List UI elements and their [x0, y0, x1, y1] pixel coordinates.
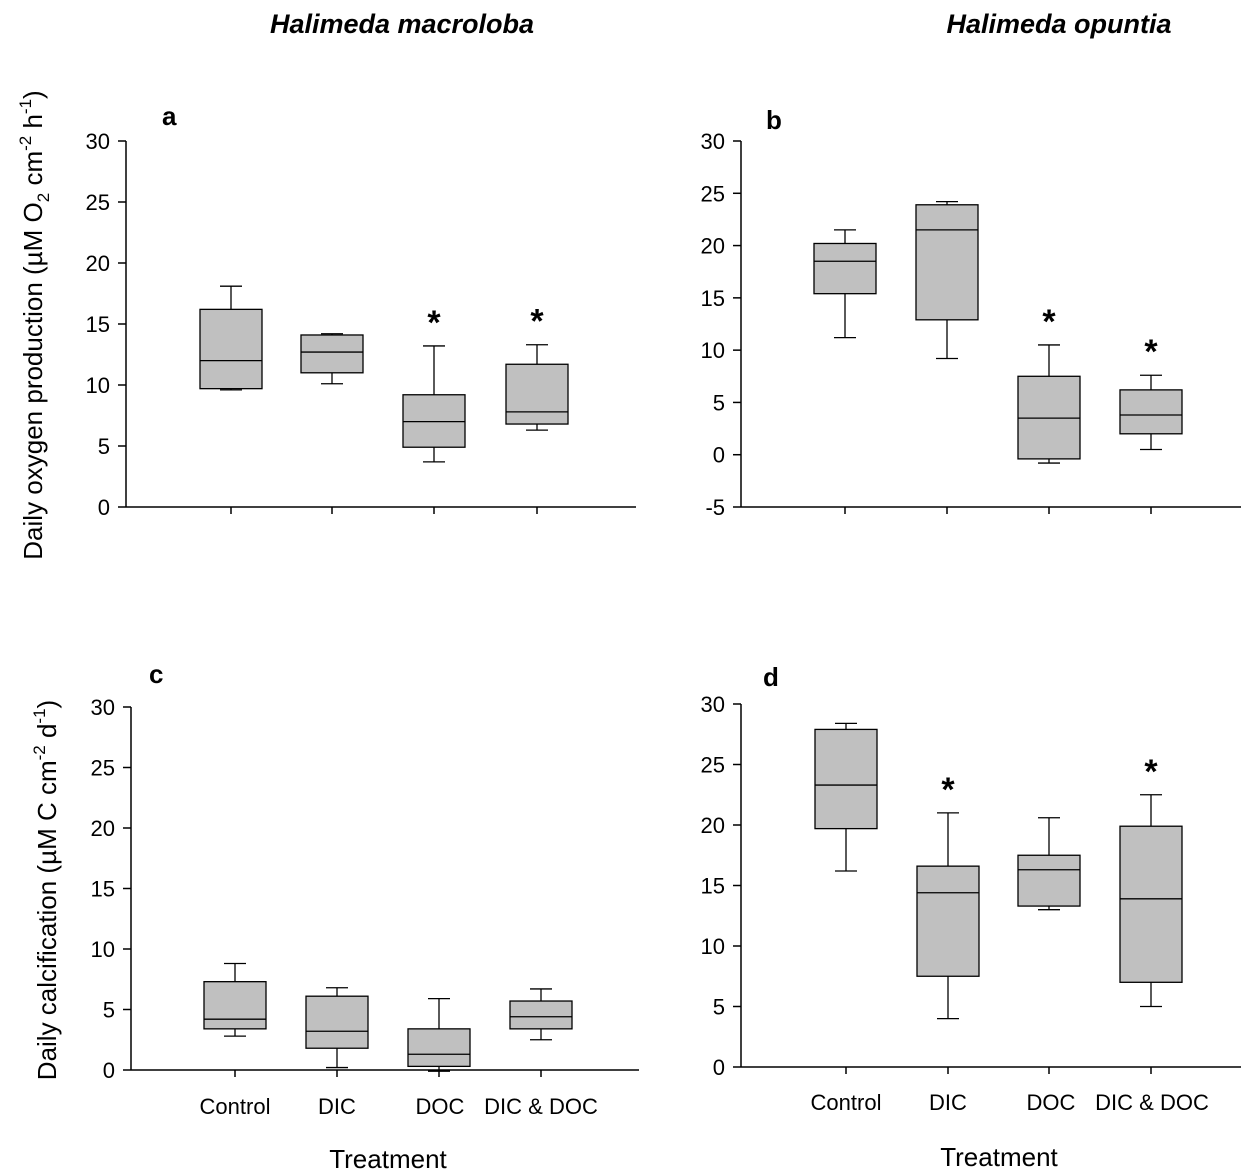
box-dic-doc: * [505, 303, 569, 514]
significance-star: * [1144, 753, 1158, 791]
iqr-box [509, 1000, 573, 1030]
y-tick-label: 10 [701, 338, 725, 363]
box-doc: * [1017, 303, 1081, 514]
category-label: DIC [929, 1090, 967, 1115]
y-tick-label: -5 [705, 495, 725, 520]
y-tick-label: 0 [713, 443, 725, 468]
y-tick-label: 20 [86, 251, 110, 276]
box-dic-doc: * DIC & DOC [1095, 753, 1209, 1115]
category-label: DIC [318, 1094, 356, 1119]
y-tick-label: 5 [713, 390, 725, 415]
box-dic-doc: * [1119, 333, 1183, 514]
box-control [813, 229, 877, 514]
x-axis-title-left: Treatment [329, 1144, 447, 1173]
significance-star: * [1042, 303, 1056, 341]
y-tick-label: 5 [103, 998, 115, 1023]
box-doc: * [402, 304, 466, 514]
box-control: Control [200, 962, 271, 1119]
panel-letter: c [149, 659, 163, 689]
box-dic: * DIC [916, 771, 980, 1115]
y-tick-label: 25 [701, 753, 725, 778]
panel-letter: b [766, 105, 782, 135]
panels-group: a 0 5 10 15 20 25 30 * * b -5 0 5 10 15 20 25 30 * * c 0 5 10 15 2… [86, 101, 1241, 1119]
iqr-box [1119, 825, 1183, 983]
y-tick-label: 30 [701, 692, 725, 717]
panel-d: d 0 5 10 15 20 25 30 Control * DIC DOC * DIC & DOC [701, 662, 1241, 1115]
y-tick-label: 10 [701, 934, 725, 959]
y-tick-label: 15 [86, 312, 110, 337]
category-label: Control [200, 1094, 271, 1119]
box-control [199, 285, 263, 514]
box-doc: DOC [407, 997, 471, 1119]
category-label: DOC [416, 1094, 465, 1119]
y-tick-label: 25 [91, 756, 115, 781]
y-tick-label: 20 [91, 816, 115, 841]
iqr-box [305, 995, 369, 1049]
panel-c: c 0 5 10 15 20 25 30 Control DIC DOC DIC & DOC [91, 659, 639, 1119]
iqr-box [203, 981, 267, 1030]
y-tick-label: 15 [701, 874, 725, 899]
significance-star: * [530, 303, 544, 341]
iqr-box [407, 1028, 471, 1068]
panel-letter: a [162, 101, 177, 131]
y-tick-label: 15 [701, 286, 725, 311]
y-tick-label: 0 [713, 1055, 725, 1080]
box-dic [300, 333, 364, 514]
y-tick-label: 30 [86, 129, 110, 154]
y-tick-label: 25 [86, 190, 110, 215]
y-tick-label: 5 [713, 995, 725, 1020]
y-tick-label: 5 [98, 434, 110, 459]
significance-star: * [941, 771, 955, 809]
category-label: DOC [1027, 1090, 1076, 1115]
y-tick-label: 15 [91, 877, 115, 902]
y-tick-label: 0 [98, 495, 110, 520]
significance-star: * [427, 304, 441, 342]
iqr-box [505, 363, 569, 425]
category-label: DIC & DOC [1095, 1090, 1209, 1115]
box-dic-doc: DIC & DOC [484, 988, 598, 1119]
y-tick-label: 30 [91, 695, 115, 720]
panel-a: a 0 5 10 15 20 25 30 * * [86, 101, 636, 520]
x-axis-title-right: Treatment [940, 1142, 1058, 1172]
y-tick-label: 30 [701, 129, 725, 154]
column-title-left: Halimeda macroloba [270, 9, 534, 39]
box-dic: DIC [305, 987, 369, 1119]
y-tick-label: 0 [103, 1058, 115, 1083]
y-tick-label: 10 [91, 937, 115, 962]
category-label: DIC & DOC [484, 1094, 598, 1119]
y-tick-label: 20 [701, 234, 725, 259]
iqr-box [1119, 389, 1183, 435]
y-tick-label: 25 [701, 181, 725, 206]
significance-star: * [1144, 333, 1158, 371]
panel-b: b -5 0 5 10 15 20 25 30 * * [701, 105, 1241, 520]
iqr-box [916, 865, 980, 977]
box-doc: DOC [1017, 817, 1081, 1115]
iqr-box [915, 204, 979, 321]
box-control: Control [811, 722, 882, 1115]
y-axis-title-calcification: Daily calcification (µM C cm-2 d-1) [30, 700, 62, 1080]
iqr-box [300, 334, 364, 374]
y-tick-label: 10 [86, 373, 110, 398]
iqr-box [1017, 854, 1081, 907]
box-dic [915, 201, 979, 514]
iqr-box [814, 728, 878, 830]
category-label: Control [811, 1090, 882, 1115]
iqr-box [813, 242, 877, 295]
y-axis-title-oxygen: Daily oxygen production (µM O2 cm-2 h-1) [16, 90, 53, 559]
column-title-right: Halimeda opuntia [946, 9, 1171, 39]
panel-letter: d [763, 662, 779, 692]
y-tick-label: 20 [701, 813, 725, 838]
iqr-box [199, 308, 263, 390]
